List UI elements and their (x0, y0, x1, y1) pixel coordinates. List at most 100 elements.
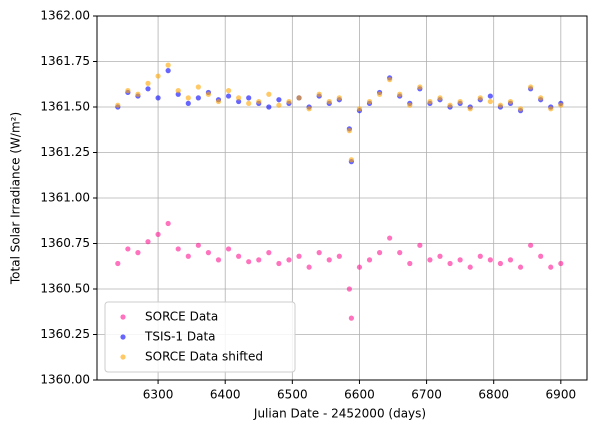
point (256, 257, 262, 263)
x-axis-label: Julian Date - 2452000 (days) (253, 407, 426, 421)
y-axis-label: Total Solar Irradiance (W/m²) (9, 112, 23, 285)
point (467, 264, 473, 270)
point (366, 257, 373, 263)
point (135, 250, 141, 256)
point (487, 257, 493, 263)
y-tick-label: 1361.25 (40, 145, 90, 159)
point (316, 91, 322, 97)
point (135, 91, 141, 97)
point (387, 235, 393, 241)
point (266, 250, 272, 256)
point (266, 91, 272, 97)
point (205, 250, 212, 256)
point (477, 253, 483, 259)
point (276, 260, 282, 267)
point (548, 264, 554, 270)
point (346, 286, 352, 292)
point (376, 91, 383, 97)
y-tick-label: 1361.75 (40, 54, 90, 68)
point (115, 102, 121, 108)
point (356, 264, 363, 270)
x-tick-label: 6400 (210, 388, 241, 402)
point (286, 98, 292, 105)
point (437, 253, 443, 259)
point (165, 220, 171, 227)
point (246, 95, 252, 101)
x-tick-label: 6800 (478, 388, 509, 402)
y-tick-label: 1362.00 (40, 9, 90, 23)
x-tick-label: 6500 (277, 388, 308, 402)
point (487, 93, 493, 99)
point (225, 246, 232, 252)
point (397, 91, 403, 97)
point (145, 86, 151, 92)
point (356, 106, 363, 112)
x-tick-label: 6600 (344, 388, 375, 402)
point (538, 95, 544, 101)
point (346, 128, 352, 134)
point (447, 102, 453, 108)
point (225, 93, 232, 99)
legend-label: TSIS-1 Data (144, 330, 216, 344)
point (348, 157, 354, 163)
point (155, 73, 161, 79)
point (558, 102, 564, 108)
point (497, 102, 504, 108)
y-tick-label: 1361.50 (40, 100, 90, 114)
point (427, 257, 433, 263)
point (407, 260, 413, 267)
point (326, 257, 332, 263)
legend-label: SORCE Data (145, 310, 218, 324)
point (155, 231, 161, 237)
point (326, 98, 332, 105)
point (348, 315, 354, 321)
point (437, 95, 443, 101)
point (538, 253, 544, 259)
point (417, 84, 423, 90)
point (558, 260, 564, 267)
point (457, 98, 463, 105)
point (528, 242, 534, 248)
x-tick-label: 6300 (143, 388, 174, 402)
point (366, 98, 373, 105)
legend-marker (120, 354, 126, 360)
point (236, 98, 242, 105)
point (387, 77, 393, 83)
point (306, 264, 312, 270)
point (175, 91, 181, 97)
point (528, 84, 534, 90)
point (155, 95, 161, 101)
point (165, 68, 171, 74)
point (487, 98, 493, 105)
point (417, 242, 423, 248)
point (407, 102, 413, 108)
point (125, 246, 131, 252)
point (175, 88, 181, 94)
point (165, 62, 171, 68)
y-tick-label: 1360.75 (40, 236, 90, 250)
y-tick-label: 1360.50 (40, 282, 90, 296)
point (195, 242, 201, 248)
point (507, 257, 514, 263)
x-tick-label: 6700 (411, 388, 442, 402)
point (447, 260, 453, 267)
point (215, 98, 222, 105)
point (296, 95, 302, 101)
point (195, 95, 201, 101)
point (225, 88, 232, 94)
point (185, 253, 191, 259)
point (185, 95, 191, 101)
point (517, 264, 524, 270)
point (507, 98, 514, 105)
point (236, 253, 242, 259)
point (125, 88, 131, 94)
point (497, 260, 504, 267)
point (286, 257, 292, 263)
point (467, 106, 473, 112)
point (195, 84, 201, 90)
point (145, 239, 151, 245)
plot-frame (96, 15, 588, 381)
legend-marker (120, 314, 126, 320)
point (175, 246, 181, 252)
